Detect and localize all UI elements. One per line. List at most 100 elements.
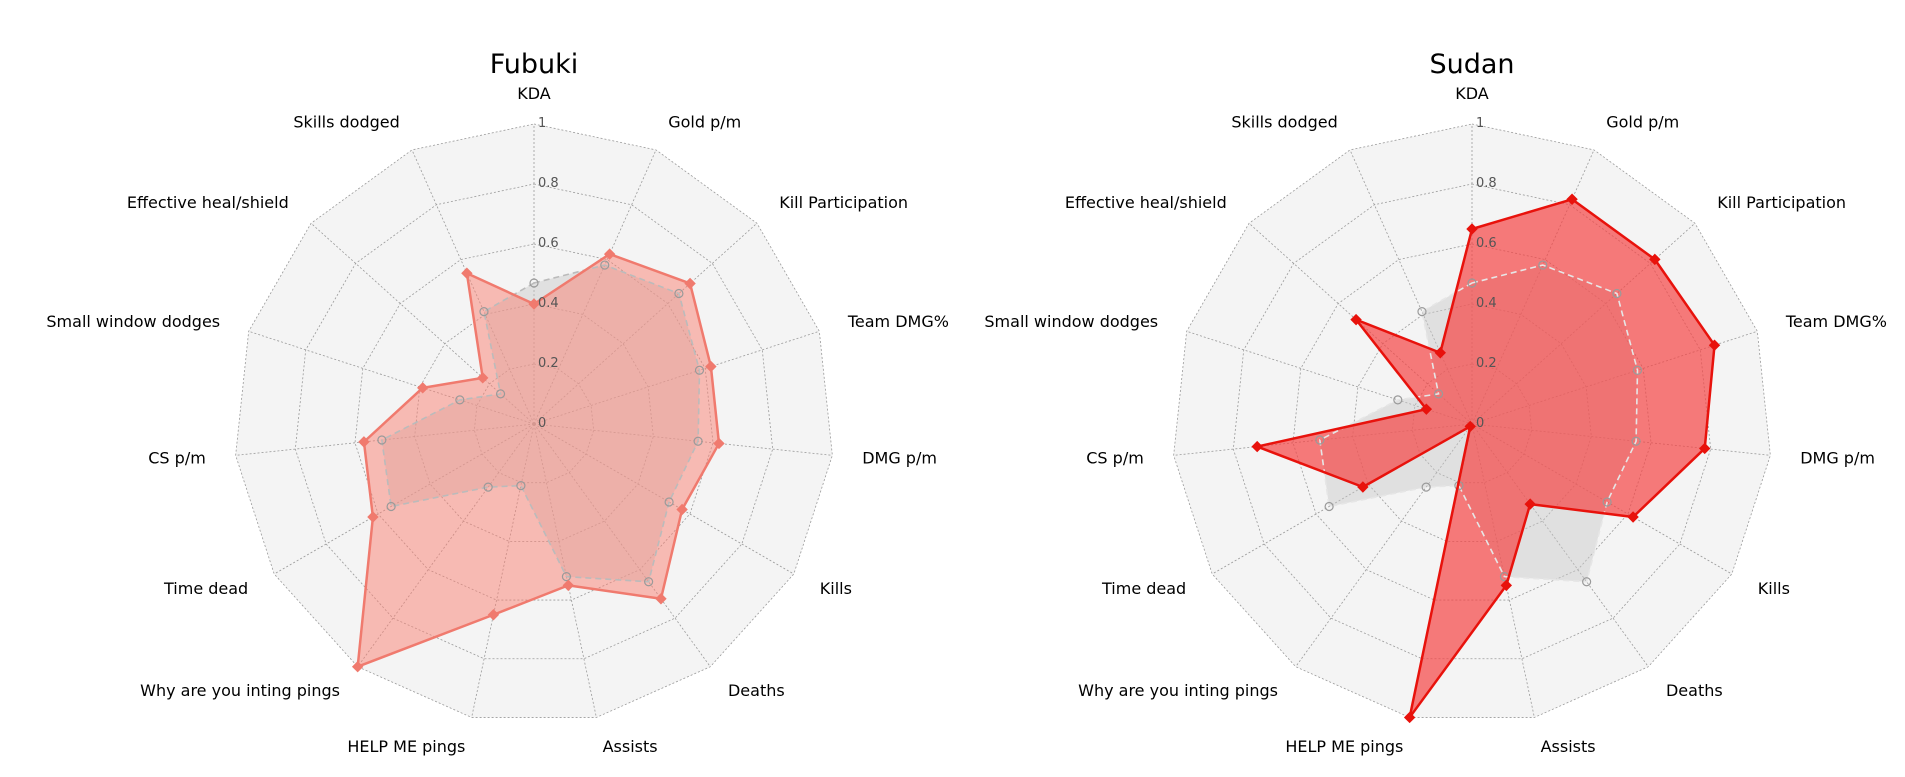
- radial-tick-label: 1: [1476, 116, 1484, 131]
- reference-series-point: [674, 288, 684, 299]
- reference-series-point: [1417, 307, 1427, 317]
- radial-tick-label: 0.2: [538, 356, 559, 371]
- radial-tick-label: 0.8: [538, 176, 559, 191]
- category-label-kill-participation: Kill Participation: [779, 193, 908, 212]
- category-label-kill-participation: Kill Participation: [1717, 193, 1846, 212]
- reference-series-point: [1393, 395, 1403, 405]
- reference-series-point: [483, 482, 493, 492]
- category-label-kda: KDA: [517, 84, 551, 103]
- main-series-point: [1566, 193, 1578, 205]
- reference-series-point: [1467, 278, 1477, 288]
- radial-tick-label: 0.8: [1476, 176, 1497, 191]
- reference-series-point: [1632, 365, 1643, 375]
- category-label-dmg-p-m: DMG p/m: [1800, 448, 1875, 467]
- category-label-time-dead: Time dead: [1101, 579, 1186, 598]
- main-series-point: [1434, 347, 1446, 359]
- main-series-point: [1403, 711, 1416, 724]
- main-series-point: [1420, 403, 1433, 415]
- category-label-team-dmg: Team DMG%: [1785, 312, 1887, 331]
- category-label-kda: KDA: [1455, 84, 1489, 103]
- radial-tick-label: 0: [1476, 416, 1484, 431]
- main-series-point: [603, 248, 616, 260]
- main-series-point: [655, 593, 667, 605]
- category-label-why-are-you-inting-pings: Why are you inting pings: [1078, 681, 1278, 700]
- main-series-area: [357, 254, 719, 667]
- main-series-point: [705, 360, 717, 373]
- main-series-point: [1350, 313, 1362, 326]
- reference-series-point: [1602, 497, 1612, 507]
- category-label-assists: Assists: [603, 737, 658, 756]
- main-series-point: [1251, 440, 1263, 453]
- radial-tick-label: 0.4: [1476, 296, 1497, 311]
- main-series-point: [358, 436, 370, 448]
- main-series-point: [1708, 339, 1721, 351]
- reference-series-line: [380, 264, 701, 583]
- reference-series-point: [1631, 436, 1641, 446]
- category-label-cs-p-m: CS p/m: [1086, 448, 1144, 467]
- reference-series-point: [561, 571, 572, 582]
- category-label-skills-dodged: Skills dodged: [293, 113, 399, 132]
- reference-series-point: [600, 260, 610, 270]
- main-series-point: [1464, 420, 1476, 433]
- reference-series-point: [516, 481, 526, 491]
- radar-panel-fubuki: 0 0.2 0.4 0.6 0.8 1 KDA Gold p/m Kill Participat…: [46, 49, 949, 756]
- main-series-point: [562, 579, 575, 592]
- reference-series-point: [529, 278, 539, 288]
- main-series-point: [417, 382, 429, 394]
- main-series-point: [1524, 498, 1536, 510]
- grid-ring: [294, 183, 774, 660]
- category-label-assists: Assists: [1541, 737, 1596, 756]
- radial-tick-label: 1: [538, 116, 546, 131]
- radial-tick-label: 0.4: [538, 296, 559, 311]
- reference-series-point: [664, 497, 674, 507]
- category-label-why-are-you-inting-pings: Why are you inting pings: [140, 681, 340, 700]
- radial-tick-label: 0: [538, 416, 546, 431]
- category-label-dmg-p-m: DMG p/m: [862, 448, 937, 467]
- category-label-team-dmg: Team DMG%: [847, 312, 949, 331]
- category-label-gold-p-m: Gold p/m: [1606, 113, 1679, 132]
- category-label-effective-heal-shield: Effective heal/shield: [1065, 193, 1227, 212]
- main-series-point: [1699, 442, 1711, 455]
- main-series-point: [528, 298, 540, 310]
- reference-series-point: [1612, 288, 1622, 299]
- reference-series-point: [1421, 482, 1431, 492]
- main-series-point: [1357, 481, 1369, 493]
- category-label-kills: Kills: [1758, 579, 1790, 598]
- main-series-point: [487, 609, 500, 621]
- category-label-skills-dodged: Skills dodged: [1231, 113, 1337, 132]
- main-series-point: [461, 267, 473, 279]
- category-label-deaths: Deaths: [728, 681, 785, 700]
- reference-series-point: [644, 577, 654, 587]
- category-label-kills: Kills: [820, 579, 852, 598]
- reference-series-point: [455, 395, 465, 405]
- reference-series-point: [1315, 435, 1325, 445]
- category-label-help-me-pings: HELP ME pings: [347, 737, 465, 756]
- reference-series-point: [694, 365, 705, 375]
- reference-series-point: [1433, 389, 1444, 399]
- category-label-cs-p-m: CS p/m: [148, 448, 206, 467]
- radial-tick-label: 0.6: [1476, 236, 1497, 251]
- main-series-point: [367, 511, 379, 523]
- chart-title: Sudan: [1429, 49, 1514, 80]
- reference-series-point: [386, 501, 396, 512]
- reference-series-point: [1582, 577, 1592, 587]
- main-series-point: [676, 503, 688, 516]
- reference-series-point: [1538, 260, 1548, 270]
- reference-series-point: [693, 436, 703, 446]
- category-label-small-window-dodges: Small window dodges: [46, 312, 220, 331]
- category-label-small-window-dodges: Small window dodges: [984, 312, 1158, 331]
- grid-spoke: [1295, 423, 1473, 667]
- category-label-gold-p-m: Gold p/m: [668, 113, 741, 132]
- main-series-area: [1257, 199, 1715, 718]
- category-label-deaths: Deaths: [1666, 681, 1723, 700]
- reference-series-point: [479, 307, 489, 317]
- category-label-time-dead: Time dead: [163, 579, 248, 598]
- reference-series-point: [377, 435, 387, 445]
- reference-series-point: [1324, 501, 1334, 512]
- main-series-point: [1500, 579, 1513, 592]
- category-label-help-me-pings: HELP ME pings: [1285, 737, 1403, 756]
- radial-tick-label: 0.2: [1476, 356, 1497, 371]
- main-series-point: [351, 660, 364, 673]
- main-series-point: [1466, 223, 1478, 235]
